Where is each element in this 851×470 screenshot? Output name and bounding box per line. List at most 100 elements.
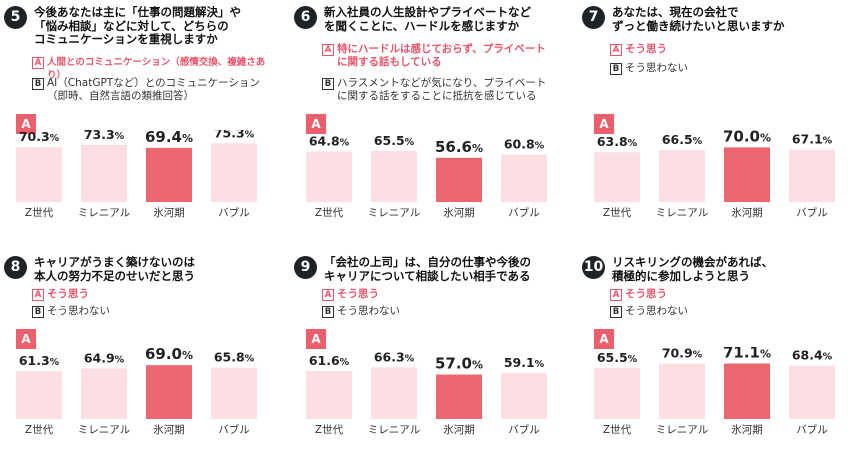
bar-1 [306,370,352,419]
chart-panel-7: 7 あなたは、現在の会社で ずっと働き続けたいと思いますか A そう思う B そう思わない… [578,0,848,220]
data-label-4: 60.8% [504,137,545,152]
data-label-1: 61.3% [19,353,60,368]
option-a-label: そう思う [625,288,667,300]
data-label-3: 57.0% [435,355,483,373]
option-a-label: そう思う [337,288,379,300]
category-label-2: ミレニアル [656,424,708,436]
option-b: B そう思わない [32,305,272,318]
data-label-unit: % [693,136,703,147]
data-label-value: 67.1 [792,132,823,147]
data-label-1: 61.6% [309,353,350,368]
option-a-mark: A [610,44,622,56]
question-text: リスキリングの機会があれば、 積極的に参加しようと思う [612,255,773,283]
data-label-2: 70.9% [662,347,703,361]
data-label-3: 69.0% [145,347,193,363]
data-label-value: 63.8 [597,134,628,149]
question-number-badge: 8 [4,256,27,279]
question-number-badge: 9 [294,256,317,279]
bar-chart-svg: 70.3% Z世代 73.3% ミレニアル 69.4% 氷河期 75.3% バブル [16,130,257,219]
chart-panel-9: 9 「会社の上司」は、自分の仕事や今後の キャリアについて相談したい相手である A そ… [290,250,560,470]
option-b-mark: B [322,306,334,318]
data-label-value: 64.9 [84,350,115,365]
data-label-value: 64.8 [309,133,340,148]
data-label-unit: % [405,353,415,364]
option-a-label: そう思う [47,288,89,300]
question-number-badge: 10 [582,256,605,279]
data-label-1: 64.8% [309,133,350,148]
chart-panel-6: 6 新入社員の人生設計やプライベートなど を聞くことに、ハードルを感じますか A 特に… [290,0,560,220]
chart-panel-10: 10 リスキリングの機会があれば、 積極的に参加しようと思う A そう思う B そう思わな… [578,250,848,470]
category-label-2: ミレニアル [368,207,420,219]
data-label-unit: % [472,142,483,155]
data-label-unit: % [823,136,833,147]
bar-1 [594,152,640,202]
bar-3 [724,363,770,419]
bar-3 [146,365,192,419]
data-label-unit: % [823,352,833,363]
series-a-tag: A [306,114,326,134]
option-b: B そう思わない [322,305,562,318]
series-a-tag: A [594,114,614,134]
chart-panel-5: 5 今後あなたは主に「仕事の問題解決」や 「悩み相談」などに対して、どちらの コミ… [0,0,270,220]
option-b-mark: B [610,306,622,318]
option-b-label: そう思わない [47,305,110,317]
question-number-badge: 6 [294,6,317,29]
data-label-4: 59.1% [504,355,545,370]
data-label-2: 73.3% [84,130,125,142]
bar-chart-svg: 64.8% Z世代 65.5% ミレニアル 56.6% 氷河期 60.8% バブル [306,133,547,219]
option-a-label: そう思う [625,43,667,55]
data-label-unit: % [628,138,638,149]
category-label-1: Z世代 [315,424,344,436]
category-label-1: Z世代 [25,424,54,436]
question-number-badge: 5 [4,6,27,29]
option-b: B そう思わない [610,62,850,75]
data-label-value: 71.1 [723,347,760,362]
category-label-1: Z世代 [25,207,54,219]
bar-1 [594,367,640,419]
data-label-value: 65.5 [597,350,628,365]
category-label-4: バブル [796,206,828,219]
data-label-value: 60.8 [504,137,535,152]
data-label-value: 61.3 [19,353,50,368]
question-text: 新入社員の人生設計やプライベートなど を聞くことに、ハードルを感じますか [324,5,531,33]
question-number-badge: 7 [582,6,605,29]
option-a: A そう思う [322,288,562,301]
bar-chart-svg: 63.8% Z世代 66.5% ミレニアル 70.0% 氷河期 67.1% バブル [594,130,835,219]
category-label-3: 氷河期 [443,423,475,436]
option-b-label: ハラスメントなどが気になり、プライベート に関する話をすることに抵抗を感じている [337,77,547,102]
data-label-unit: % [535,141,545,152]
data-label-value: 75.3 [214,130,245,140]
bar-chart-svg: 61.6% Z世代 66.3% ミレニアル 57.0% 氷河期 59.1% バブル [306,349,547,436]
data-label-1: 63.8% [597,134,638,149]
data-label-unit: % [245,130,255,140]
category-label-2: ミレニアル [656,207,708,219]
data-label-value: 69.0 [145,347,182,363]
data-label-2: 64.9% [84,350,125,365]
category-label-4: バブル [508,206,540,219]
option-b: B そう思わない [610,305,850,318]
option-a: A そう思う [610,288,850,301]
bar-chart: 70.3% Z世代 73.3% ミレニアル 69.4% 氷河期 75.3% バブル [0,130,270,220]
data-label-value: 66.5 [662,132,693,147]
data-label-unit: % [405,137,415,148]
category-label-3: 氷河期 [153,423,185,436]
category-label-3: 氷河期 [443,206,475,219]
bar-chart: 63.8% Z世代 66.5% ミレニアル 70.0% 氷河期 67.1% バブル [578,130,848,220]
category-label-2: ミレニアル [78,207,130,219]
bar-4 [501,154,547,202]
option-b-mark: B [32,306,44,318]
data-label-value: 68.4 [792,348,823,363]
data-label-value: 56.6 [435,138,472,156]
option-a-mark: A [322,289,334,301]
data-label-unit: % [182,349,193,362]
data-label-value: 59.1 [504,355,535,370]
data-label-1: 70.3% [19,130,60,144]
bar-2 [371,367,417,419]
bar-4 [211,367,257,419]
data-label-4: 75.3% [214,130,255,140]
data-label-2: 66.3% [374,349,415,364]
data-label-value: 61.6 [309,353,340,368]
question-text: 「会社の上司」は、自分の仕事や今後の キャリアについて相談したい相手である [324,255,531,283]
category-label-1: Z世代 [603,207,632,219]
bar-4 [211,143,257,202]
